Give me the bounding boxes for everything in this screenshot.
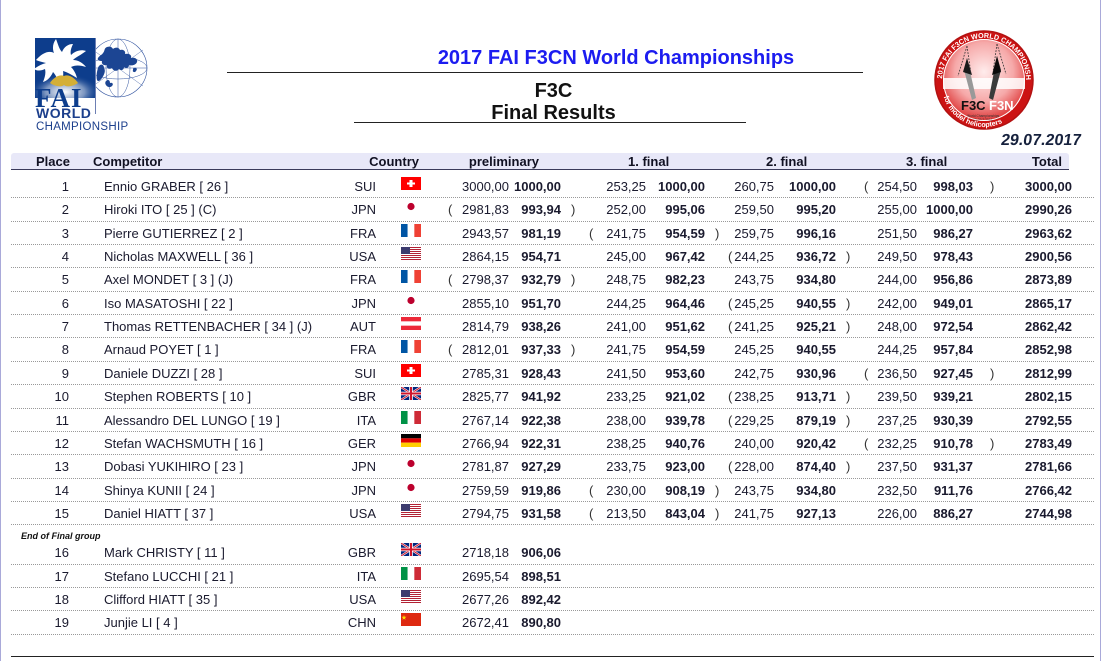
svg-text:F3C: F3C — [961, 98, 986, 113]
